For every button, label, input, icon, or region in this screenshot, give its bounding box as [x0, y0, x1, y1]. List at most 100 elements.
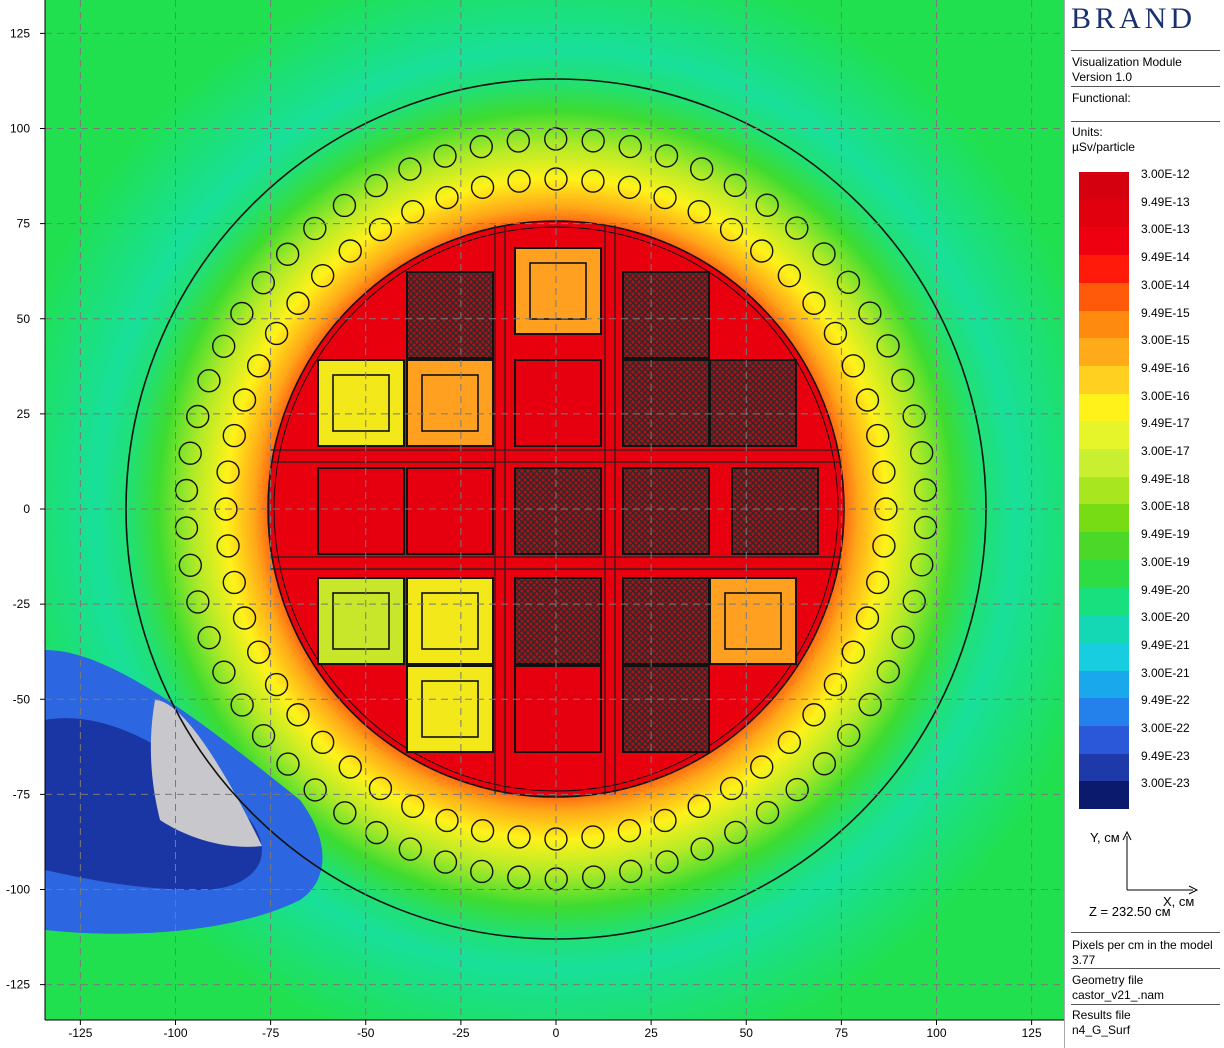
moderator-hole: [777, 730, 802, 755]
x-axis-label: X, см: [1163, 894, 1195, 909]
moderator-hole: [507, 825, 531, 849]
moderator-hole: [902, 589, 926, 614]
fuel-cell: [317, 467, 405, 555]
fuel-cell: [622, 467, 710, 555]
moderator-hole: [617, 819, 642, 843]
moderator-hole: [876, 334, 900, 358]
moderator-hole: [719, 217, 744, 242]
fuel-cell: [514, 665, 602, 753]
fuel-cell: [709, 577, 797, 665]
moderator-hole: [913, 478, 938, 502]
moderator-hole: [823, 672, 848, 697]
moderator-hole: [433, 144, 457, 168]
legend-entry: 9.49E-15: [1079, 306, 1215, 339]
x-tick-label: 50: [740, 1026, 754, 1040]
x-tick-label: -125: [68, 1026, 92, 1040]
divider: [1071, 50, 1220, 51]
x-tick-label: -25: [452, 1026, 470, 1040]
legend-entry: 9.49E-13: [1079, 195, 1215, 228]
legend-entry: 9.49E-17: [1079, 416, 1215, 450]
moderator-hole: [197, 626, 221, 650]
geometry-value: castor_v21_.nam: [1072, 988, 1165, 1002]
fuel-assembly: [332, 374, 390, 432]
moderator-hole: [246, 640, 271, 664]
y-tick-label: -100: [6, 883, 30, 897]
legend-swatch: [1079, 642, 1129, 671]
legend-swatch: [1079, 338, 1129, 367]
moderator-hole: [812, 242, 836, 266]
divider: [1071, 121, 1220, 122]
fuel-cell: [406, 271, 494, 359]
legend-swatch: [1079, 532, 1129, 561]
fuel-cells: [270, 225, 842, 795]
moderator-hole: [837, 723, 861, 747]
fuel-assembly: [421, 680, 479, 738]
dose-map-viewport[interactable]: -125 -100 -75 -50 -25 0 25 50 75 100 125 125 100 75 50…: [0, 0, 1064, 1048]
pixels-label: Pixels per cm in the model: [1072, 938, 1213, 952]
results-label: Results file: [1072, 1008, 1131, 1022]
moderator-hole: [470, 819, 495, 843]
legend-swatch: [1079, 255, 1129, 284]
moderator-hole: [858, 301, 882, 325]
moderator-hole: [841, 354, 866, 378]
x-tick-label: -100: [163, 1026, 187, 1040]
moderator-hole: [286, 703, 310, 727]
legend-entry: 9.49E-21: [1079, 638, 1215, 671]
moderator-hole: [619, 859, 643, 884]
legend-swatch: [1079, 282, 1129, 311]
legend-label: 9.49E-15: [1141, 305, 1190, 320]
info-panel: BRAND Visualization Module Version 1.0 F…: [1064, 0, 1224, 1048]
fuel-cell: [317, 359, 405, 447]
moderator-hole: [469, 134, 493, 159]
moderator-hole: [910, 553, 934, 577]
legend-entry: 9.49E-22: [1079, 693, 1215, 727]
x-tick-label: 75: [835, 1026, 849, 1040]
moderator-hole: [251, 723, 276, 748]
legend-label: 9.49E-23: [1141, 748, 1190, 763]
y-tick-label: 125: [10, 26, 30, 40]
moderator-hole: [909, 441, 934, 465]
moderator-hole: [507, 865, 531, 889]
legend-swatch: [1079, 365, 1129, 394]
moderator-hole: [364, 173, 388, 198]
y-tick-label: 0: [23, 502, 30, 516]
dose-map-svg[interactable]: -125 -100 -75 -50 -25 0 25 50 75 100 125 125 100 75 50…: [0, 0, 1064, 1048]
moderator-hole: [855, 388, 880, 412]
moderator-hole: [913, 515, 938, 540]
moderator-hole: [755, 800, 780, 825]
legend-entry: 9.49E-20: [1079, 583, 1215, 616]
legend-entry: 9.49E-16: [1079, 361, 1215, 394]
moderator-hole: [212, 660, 236, 684]
moderator-hole: [855, 606, 880, 630]
legend-label: 9.49E-16: [1141, 360, 1190, 375]
units-value: µSv/particle: [1072, 140, 1135, 154]
moderator-hole: [719, 776, 744, 801]
legend-label: 3.00E-21: [1141, 665, 1190, 680]
legend-label: 9.49E-18: [1141, 471, 1190, 486]
moderator-hole: [581, 169, 605, 193]
moderator-hole: [470, 859, 494, 884]
legend-label: 3.00E-12: [1141, 167, 1190, 181]
legend-entry: 3.00E-15: [1079, 333, 1215, 367]
moderator-hole: [368, 776, 393, 801]
legend-label: 3.00E-17: [1141, 444, 1190, 458]
legend-label: 9.49E-22: [1141, 693, 1190, 708]
fuel-cell: [514, 359, 602, 447]
shadow-core: [45, 718, 262, 890]
moderator-hole: [264, 321, 289, 346]
fuel-cell: [406, 467, 494, 555]
legend-swatch: [1079, 698, 1129, 727]
moderator-hole: [435, 808, 459, 833]
moderator-hole: [902, 404, 926, 428]
moderator-hole: [876, 660, 900, 684]
moderator-hole: [275, 242, 300, 266]
divider: [1071, 932, 1220, 933]
fuel-assembly: [332, 592, 390, 650]
fuel-assembly: [724, 592, 782, 650]
x-tick-label: -50: [357, 1026, 375, 1040]
legend-swatch: [1079, 504, 1129, 533]
moderator-hole: [398, 837, 423, 861]
legend-label: 3.00E-19: [1141, 554, 1190, 569]
legend-swatch: [1079, 781, 1129, 810]
moderator-hole: [617, 175, 642, 199]
